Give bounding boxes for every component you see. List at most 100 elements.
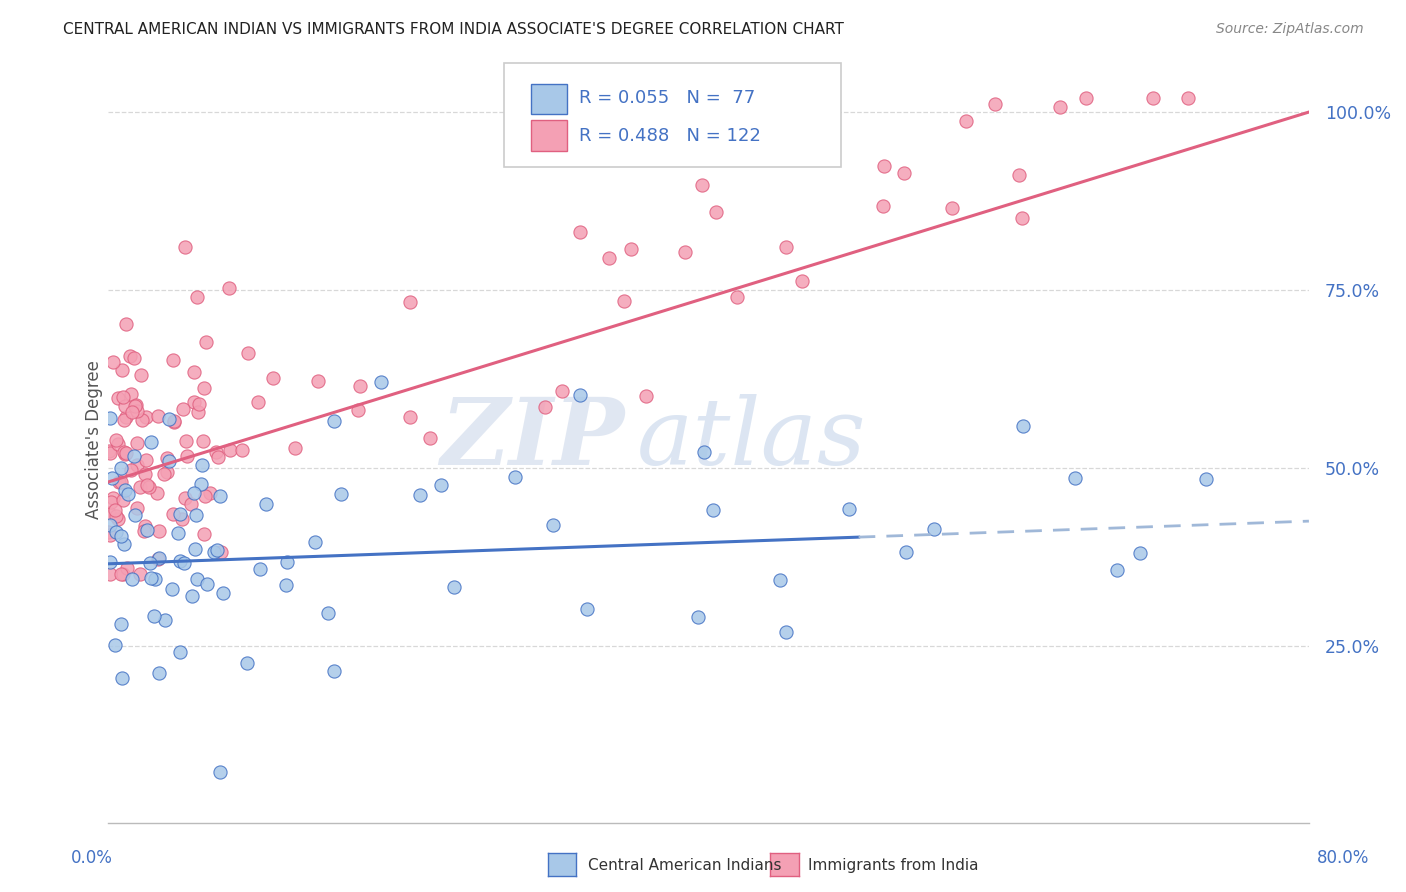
Point <box>135 478 157 492</box>
Point <box>769 573 792 587</box>
Point <box>183 395 205 409</box>
Point <box>163 415 186 429</box>
Point <box>725 290 748 304</box>
Point <box>117 487 139 501</box>
Point <box>101 491 124 506</box>
Point <box>139 571 162 585</box>
Point <box>702 503 724 517</box>
Point <box>399 295 422 310</box>
Point <box>108 475 131 490</box>
Point <box>107 512 129 526</box>
Point <box>125 403 148 417</box>
Point <box>160 582 183 596</box>
Point <box>195 576 218 591</box>
Point <box>693 444 716 458</box>
Y-axis label: Associate's Degree: Associate's Degree <box>86 359 103 519</box>
Point <box>307 374 329 388</box>
Point <box>190 477 212 491</box>
Point <box>186 290 208 304</box>
Text: ZIP: ZIP <box>440 394 624 484</box>
Point <box>125 435 148 450</box>
Point <box>111 671 134 685</box>
Point <box>575 602 598 616</box>
Point <box>146 552 169 566</box>
Point <box>120 386 142 401</box>
Point <box>349 379 371 393</box>
Point <box>115 318 138 332</box>
Text: CENTRAL AMERICAN INDIAN VS IMMIGRANTS FROM INDIA ASSOCIATE'S DEGREE CORRELATION : CENTRAL AMERICAN INDIAN VS IMMIGRANTS FR… <box>63 22 844 37</box>
Point <box>98 411 121 425</box>
Point <box>419 431 441 445</box>
Point <box>190 458 212 473</box>
Point <box>114 483 136 498</box>
Point <box>112 537 135 551</box>
Point <box>274 578 297 592</box>
Point <box>1011 211 1033 226</box>
Point <box>1012 418 1035 433</box>
Point <box>673 245 696 260</box>
Point <box>156 450 179 465</box>
Point <box>157 454 180 468</box>
Point <box>146 409 169 423</box>
Point <box>110 475 132 489</box>
Point <box>173 557 195 571</box>
Point <box>104 503 127 517</box>
Point <box>207 450 229 465</box>
FancyBboxPatch shape <box>531 120 567 151</box>
Point <box>409 488 432 502</box>
Point <box>112 390 135 404</box>
Point <box>110 461 132 475</box>
Point <box>613 293 636 308</box>
Point <box>98 567 121 582</box>
Point <box>236 657 259 671</box>
Point <box>212 585 235 599</box>
Point <box>104 638 127 652</box>
Point <box>204 444 226 458</box>
Point <box>124 400 146 414</box>
Point <box>202 545 225 559</box>
Point <box>304 535 326 549</box>
Point <box>183 365 205 379</box>
Point <box>316 606 339 620</box>
Point <box>163 414 186 428</box>
Point <box>284 441 307 455</box>
Point <box>174 491 197 505</box>
Point <box>134 467 156 481</box>
Point <box>98 446 121 460</box>
Point <box>191 434 214 448</box>
Point <box>98 517 121 532</box>
Point <box>193 381 215 395</box>
Point <box>209 490 232 504</box>
Point <box>1195 472 1218 486</box>
Text: R = 0.055   N =  77: R = 0.055 N = 77 <box>579 89 755 107</box>
Point <box>254 497 277 511</box>
Point <box>200 486 222 500</box>
Point <box>174 434 197 449</box>
Point <box>955 114 977 128</box>
Point <box>187 405 209 419</box>
Point <box>347 403 370 417</box>
Point <box>101 355 124 369</box>
Point <box>775 625 797 640</box>
Point <box>231 442 253 457</box>
Point <box>1008 169 1031 183</box>
Point <box>1074 91 1097 105</box>
Point <box>138 480 160 494</box>
Point <box>775 240 797 254</box>
Point <box>98 555 121 569</box>
Point <box>143 572 166 586</box>
Point <box>110 617 132 632</box>
Point <box>872 198 894 212</box>
Point <box>186 508 208 522</box>
Point <box>162 353 184 368</box>
Text: R = 0.488   N = 122: R = 0.488 N = 122 <box>579 127 761 145</box>
Point <box>443 580 465 594</box>
Point <box>893 166 915 180</box>
Text: 0.0%: 0.0% <box>70 849 112 867</box>
Point <box>125 398 148 412</box>
Point <box>170 511 193 525</box>
Point <box>100 528 122 542</box>
Point <box>704 205 727 219</box>
Point <box>246 395 269 409</box>
Point <box>121 404 143 418</box>
